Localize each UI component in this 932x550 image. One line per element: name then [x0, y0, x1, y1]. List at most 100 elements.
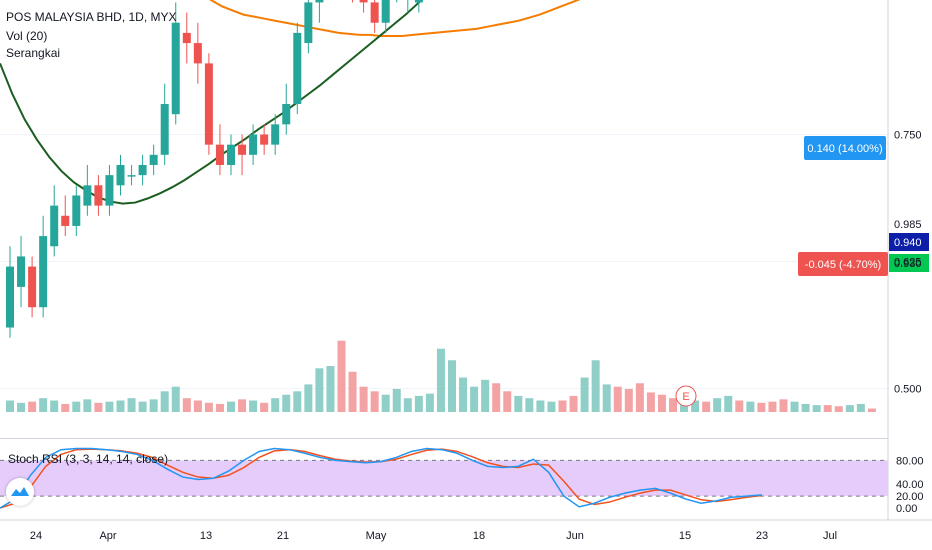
volume-bar	[514, 395, 523, 412]
volume-bar	[348, 371, 357, 412]
measure-tool: 0.140 (14.00%) -0.045 (-4.70%)	[798, 136, 888, 276]
candle-body	[72, 195, 81, 226]
volume-bar	[470, 386, 479, 412]
volume-bar	[260, 402, 269, 412]
volume-bar	[657, 394, 666, 412]
volume-bar	[613, 386, 622, 412]
volume-bar	[160, 391, 169, 412]
candle-body	[116, 164, 125, 186]
volume-bar	[39, 398, 48, 412]
candle-body	[17, 256, 26, 287]
candle-body	[315, 0, 324, 3]
price-tick-label: 0.930	[894, 258, 922, 270]
symbol-legend[interactable]: POS MALAYSIA BHD, 1D, MYX	[6, 10, 177, 24]
candle-body	[127, 175, 136, 177]
volume-bar	[735, 400, 744, 412]
volume-bar	[381, 394, 390, 412]
volume-bars: E	[6, 340, 876, 412]
candle-body	[149, 154, 158, 165]
candle-body	[105, 175, 114, 206]
volume-bar	[602, 384, 611, 412]
candle-body	[304, 2, 313, 44]
candle-body	[160, 104, 169, 155]
stoch-tick-label: 20.00	[896, 491, 924, 503]
volume-bar	[193, 400, 202, 412]
volume-bar	[845, 405, 854, 412]
volume-bar	[138, 401, 147, 412]
volume-bar	[436, 348, 445, 412]
volume-bar	[171, 386, 180, 412]
volume-bar	[72, 401, 81, 412]
volume-bar	[282, 394, 291, 412]
candle-body	[227, 144, 235, 165]
tradingview-logo-icon	[6, 478, 34, 506]
time-tick-label: Jun	[566, 530, 584, 542]
time-tick-label: 18	[473, 530, 485, 542]
volume-bar	[746, 401, 755, 412]
volume-bar	[459, 377, 468, 412]
volume-bar	[215, 403, 224, 412]
candle-body	[83, 185, 92, 206]
stoch-tick-label: 80.00	[896, 455, 924, 467]
ma-mid-line	[0, 0, 424, 205]
price-tick-label: 0.500	[894, 384, 922, 396]
volume-bar	[370, 391, 379, 412]
stoch-rsi-pane	[0, 447, 888, 509]
volume-bar	[646, 392, 655, 412]
volume-bar	[536, 400, 545, 412]
stoch-tick-label: 0.00	[896, 503, 917, 515]
time-tick-label: May	[366, 530, 387, 542]
volume-bar	[503, 391, 512, 412]
volume-bar	[691, 400, 700, 412]
volume-bar	[127, 398, 136, 412]
volume-bar	[293, 391, 302, 412]
candle-body	[50, 205, 59, 247]
volume-bar	[414, 395, 423, 412]
volume-bar	[359, 386, 368, 412]
volume-bar	[481, 379, 490, 412]
volume-bar	[768, 401, 777, 412]
stoch-k-line	[0, 447, 763, 509]
volume-bar	[116, 400, 125, 412]
time-tick-label: 13	[200, 530, 212, 542]
candle-body	[28, 266, 37, 308]
time-tick-label: 23	[756, 530, 768, 542]
candle-body	[414, 0, 423, 3]
candle-body	[238, 144, 247, 155]
measure-down-label: -0.045 (-4.70%)	[805, 259, 881, 271]
earnings-marker-icon	[675, 385, 697, 407]
volume-bar	[304, 384, 313, 412]
stoch-rsi-legend[interactable]: Stoch RSI (3, 3, 14, 14, close)	[8, 452, 169, 466]
volume-bar	[801, 403, 810, 412]
time-tick-label: Jul	[823, 530, 837, 542]
time-axis: 24 Apr 13 21 May 18 Jun 15 23 Jul	[30, 530, 837, 542]
volume-bar	[249, 400, 258, 412]
volume-bar	[403, 398, 412, 412]
candle-body	[381, 0, 390, 23]
volume-bar	[326, 366, 335, 412]
candle-body	[293, 32, 302, 105]
earnings-marker-label: E	[682, 391, 689, 403]
stoch-band	[0, 460, 888, 497]
volume-bar	[834, 406, 843, 412]
volume-legend[interactable]: Vol (20)	[6, 29, 48, 43]
volume-bar	[635, 383, 644, 412]
volume-bar	[392, 389, 401, 412]
volume-bar	[315, 368, 324, 412]
candle-body	[61, 215, 70, 226]
volume-bar	[624, 389, 633, 412]
volume-bar	[580, 377, 589, 412]
volume-bar	[779, 399, 788, 412]
volume-bar	[238, 399, 247, 412]
indicator-legend[interactable]: Serangkai	[6, 46, 61, 60]
volume-bar	[50, 400, 59, 412]
candle-body	[94, 185, 103, 206]
time-tick-label: 21	[277, 530, 289, 542]
volume-bar	[724, 395, 733, 412]
time-tick-label: 24	[30, 530, 42, 542]
stoch-tick-label: 40.00	[896, 479, 924, 491]
price-tick-label: 0.625	[894, 257, 922, 269]
volume-bar	[425, 393, 434, 412]
volume-bar	[569, 395, 578, 412]
